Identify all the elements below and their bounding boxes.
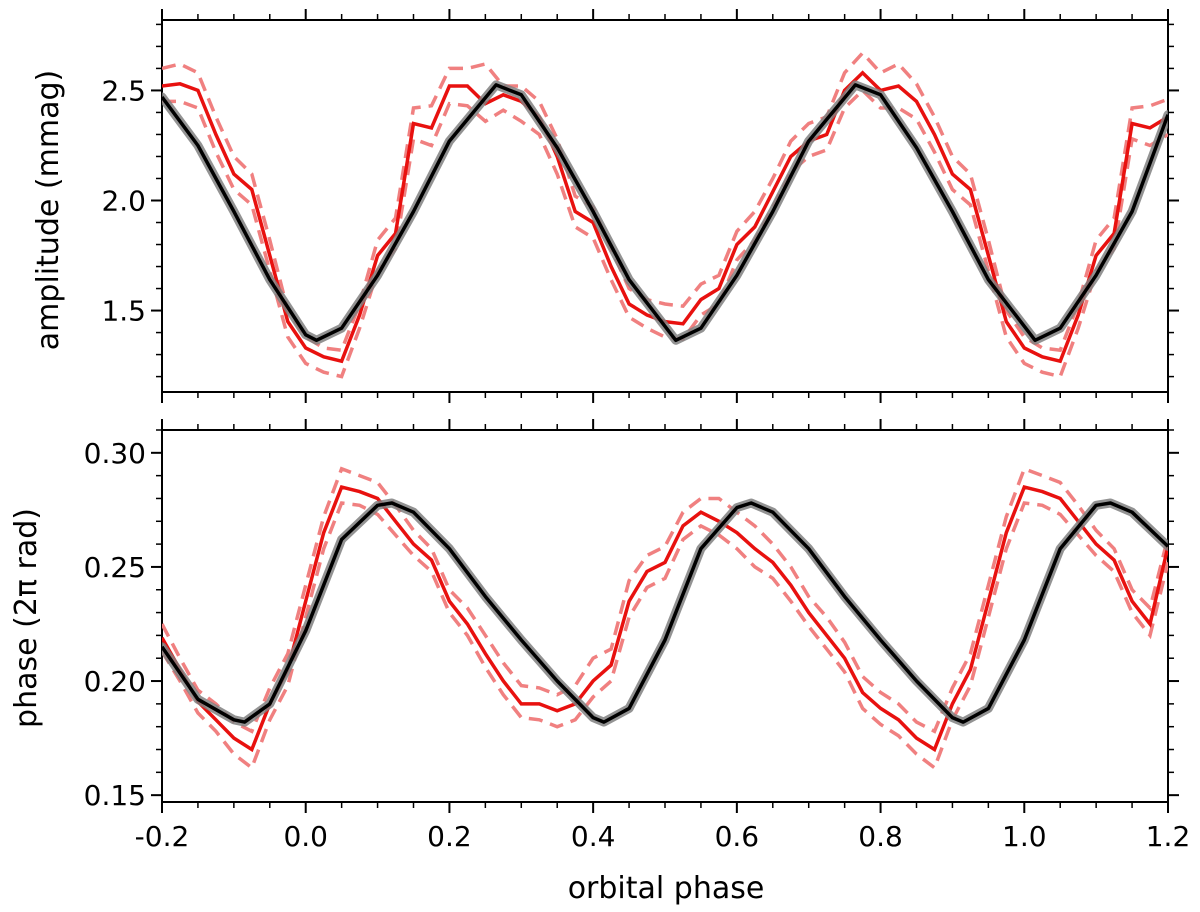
x-tick-label: -0.2 bbox=[135, 820, 190, 853]
y-axis-label-amplitude: amplitude (mmag) bbox=[31, 70, 66, 350]
y-tick-label: 2.5 bbox=[101, 74, 146, 107]
phase-panel: -0.2 0.0 0.2 0.4 0.6 0.8 1.0 1.2 0.15 0.20 0.25 0.3… bbox=[84, 419, 1191, 853]
x-tick-label: 0.0 bbox=[283, 820, 328, 853]
observed-series-line bbox=[162, 485, 1168, 753]
y-tick-label: 0.20 bbox=[84, 665, 146, 698]
model-series-line bbox=[162, 83, 1168, 343]
y-tick-label: 0.15 bbox=[84, 779, 146, 812]
model-series-line bbox=[162, 501, 1168, 724]
x-tick-label: 0.8 bbox=[858, 820, 903, 853]
y-tick-label: 2.0 bbox=[101, 184, 146, 217]
x-tick-label: 0.4 bbox=[571, 820, 616, 853]
y-axis-label-phase: phase (2π rad) bbox=[9, 508, 44, 728]
y-tick-label: 1.5 bbox=[101, 295, 146, 328]
model-uncertainty-band bbox=[162, 80, 1168, 345]
x-tick-label: 0.2 bbox=[427, 820, 472, 853]
error-bound-line bbox=[162, 50, 1168, 353]
series-group bbox=[162, 466, 1168, 771]
x-axis-label: orbital phase bbox=[568, 871, 765, 906]
amplitude-panel: 1.5 2.0 2.5 bbox=[101, 9, 1179, 403]
x-tick-label: 1.2 bbox=[1146, 820, 1191, 853]
error-bound-line bbox=[162, 501, 1168, 771]
y-tick-label: 0.25 bbox=[84, 551, 146, 584]
series-group bbox=[162, 50, 1168, 379]
x-tick-label: 0.6 bbox=[715, 820, 760, 853]
y-tick-label: 0.30 bbox=[84, 437, 146, 470]
error-bound-line bbox=[162, 466, 1168, 734]
x-tick-label: 1.0 bbox=[1002, 820, 1047, 853]
